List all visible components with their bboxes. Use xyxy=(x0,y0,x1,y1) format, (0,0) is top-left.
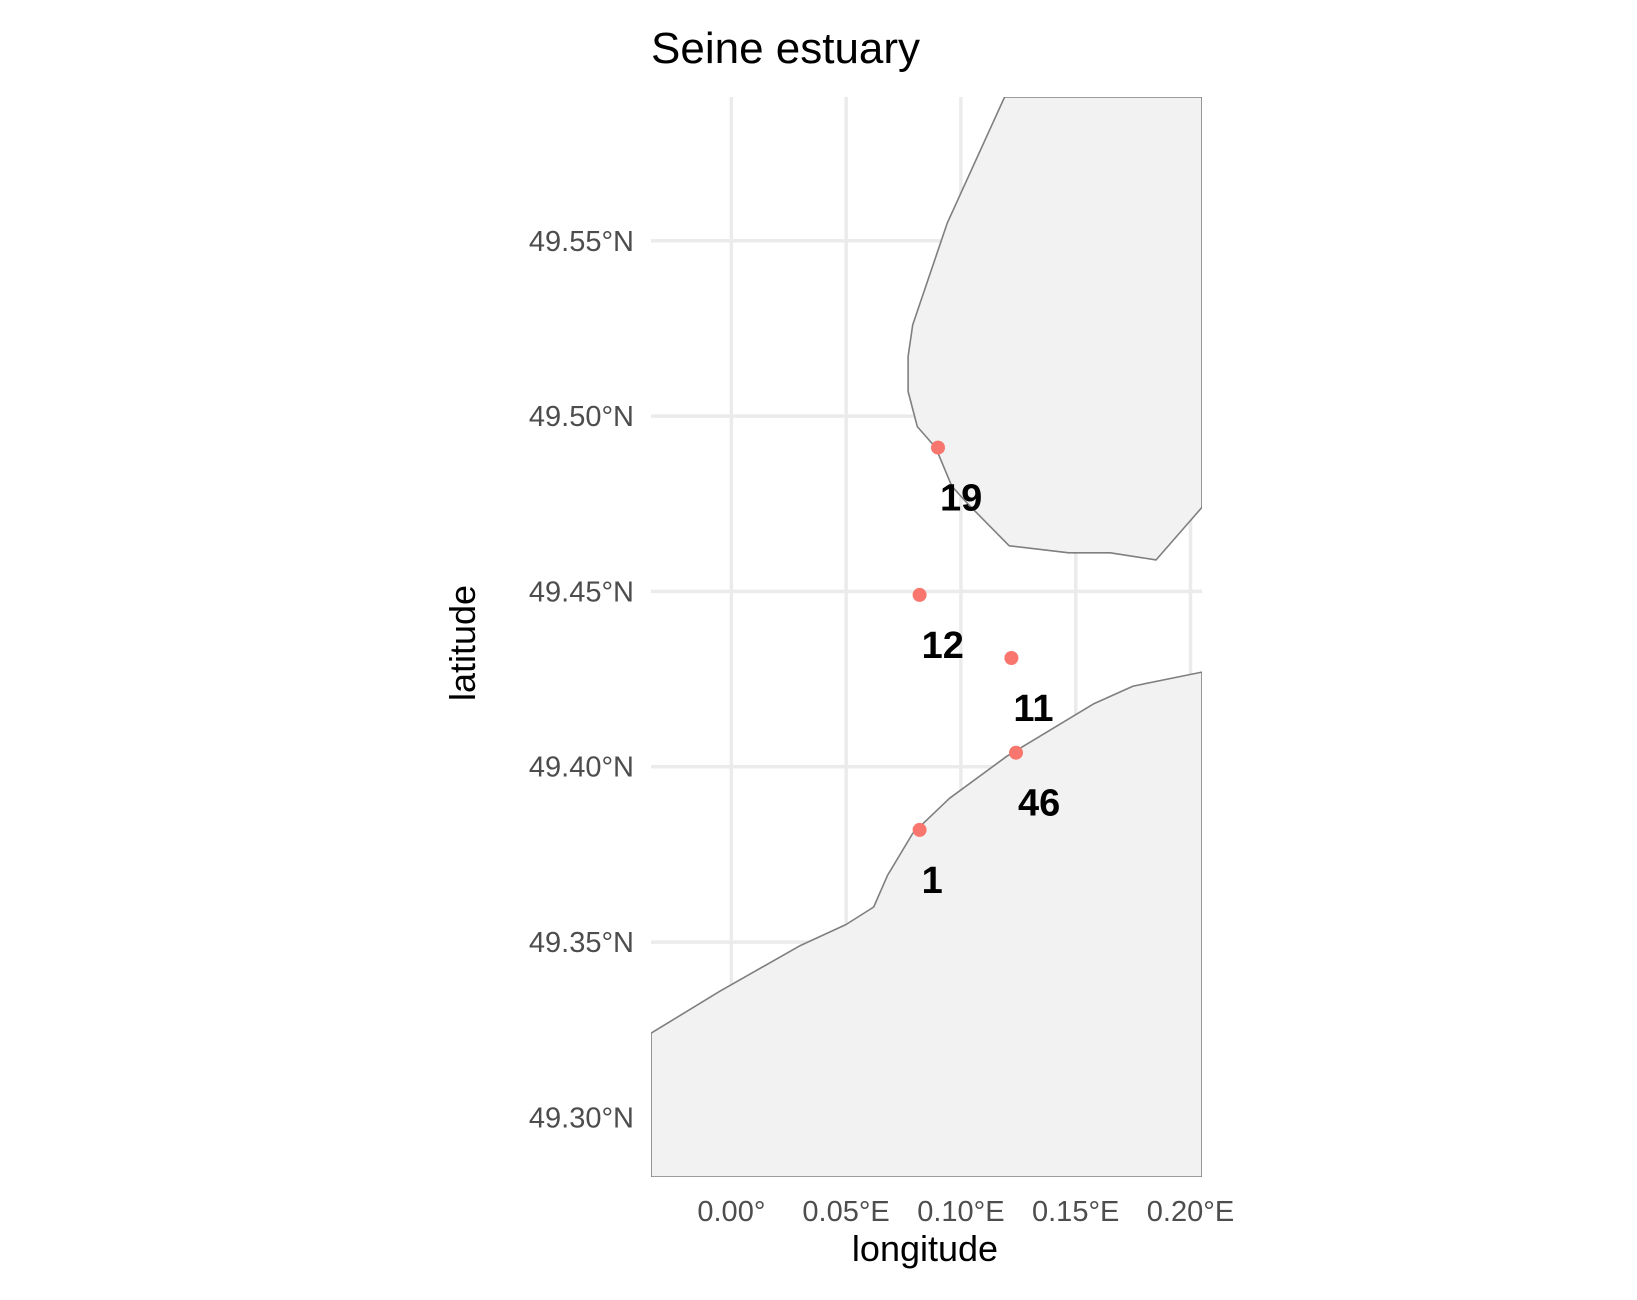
y-tick-label-5: 49.55°N xyxy=(529,226,634,258)
y-tick-label-3: 49.45°N xyxy=(529,576,634,608)
sample-label-12: 12 xyxy=(922,625,964,667)
sample-label-19: 19 xyxy=(940,478,982,520)
land-north-shore xyxy=(907,97,1202,561)
sample-point-19 xyxy=(931,440,945,455)
sample-point-46 xyxy=(1009,745,1023,760)
sample-point-12 xyxy=(912,587,927,602)
x-axis-title: longitude xyxy=(852,1228,998,1269)
y-tick-label-4: 49.50°N xyxy=(529,401,634,433)
sample-labels: 12 19 11 46 1 xyxy=(922,478,1061,902)
sample-label-11: 11 xyxy=(1013,688,1053,730)
sample-points xyxy=(912,440,1023,837)
x-tick-label-2: 0.10°E xyxy=(917,1196,1004,1228)
x-tick-label-1: 0.05°E xyxy=(802,1196,889,1228)
x-tick-labels: 0.00° 0.05°E 0.10°E 0.15°E 0.20°E xyxy=(697,1196,1234,1228)
x-tick-label-0: 0.00° xyxy=(697,1196,765,1228)
sample-point-1 xyxy=(912,822,927,837)
sample-point-11 xyxy=(1004,651,1019,665)
y-tick-label-0: 49.30°N xyxy=(529,1102,634,1134)
map-title: Seine estuary xyxy=(651,24,920,73)
y-tick-label-1: 49.35°N xyxy=(529,927,634,959)
sample-label-46: 46 xyxy=(1018,783,1060,825)
y-axis-title: latitude xyxy=(442,585,483,701)
x-tick-label-3: 0.15°E xyxy=(1032,1196,1119,1228)
x-tick-label-4: 0.20°E xyxy=(1147,1196,1234,1228)
y-tick-label-2: 49.40°N xyxy=(529,752,634,784)
sample-label-1: 1 xyxy=(922,860,943,902)
land-layer xyxy=(651,97,1202,1177)
land-south-shore xyxy=(651,671,1202,1177)
y-tick-labels: 49.30°N 49.35°N 49.40°N 49.45°N 49.50°N 49.55… xyxy=(529,226,634,1135)
